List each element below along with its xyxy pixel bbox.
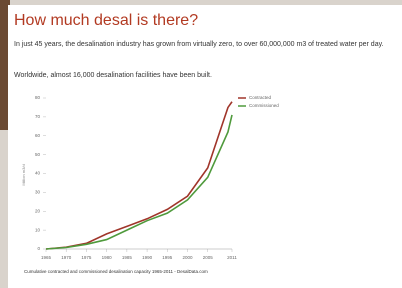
note: Worldwide, almost 16,000 desalination fa… xyxy=(14,72,212,79)
x-tick-label: 1970 xyxy=(61,255,72,260)
x-tick-label: 1990 xyxy=(142,255,153,260)
x-tick-label: 1965 xyxy=(41,255,52,260)
subtitle: In just 45 years, the desalination indus… xyxy=(14,40,394,50)
chart: How much desal is there? In just 45 year… xyxy=(0,0,402,288)
x-tick-label: 2000 xyxy=(183,255,194,260)
y-tick-label: 30 xyxy=(35,190,41,195)
x-tick-label: 1980 xyxy=(102,255,113,260)
x-tick-label: 1975 xyxy=(81,255,92,260)
y-tick-label: 60 xyxy=(35,133,41,138)
x-tick-label: 1985 xyxy=(122,255,133,260)
y-tick-label: 10 xyxy=(35,227,41,232)
y-tick-label: 50 xyxy=(35,152,41,157)
caption: Cumulative contracted and commissioned d… xyxy=(24,269,208,274)
x-tick-label: 1995 xyxy=(162,255,173,260)
y-tick-label: 80 xyxy=(35,95,41,100)
y-axis-label: Million m3/d xyxy=(21,164,26,185)
y-tick-label: 70 xyxy=(35,114,41,119)
chart-title: How much desal is there? xyxy=(14,12,198,29)
y-tick-label: 20 xyxy=(35,208,41,213)
subtitle-box: In just 45 years, the desalination indus… xyxy=(14,40,394,64)
legend-label: Commissioned xyxy=(249,103,279,108)
legend-label: Contracted xyxy=(249,95,272,100)
x-tick-label: 2005 xyxy=(203,255,214,260)
x-tick-label: 2011 xyxy=(227,255,237,260)
y-tick-label: 40 xyxy=(35,171,41,176)
page: {"chart_data": { "type": "line", "title"… xyxy=(0,0,402,288)
